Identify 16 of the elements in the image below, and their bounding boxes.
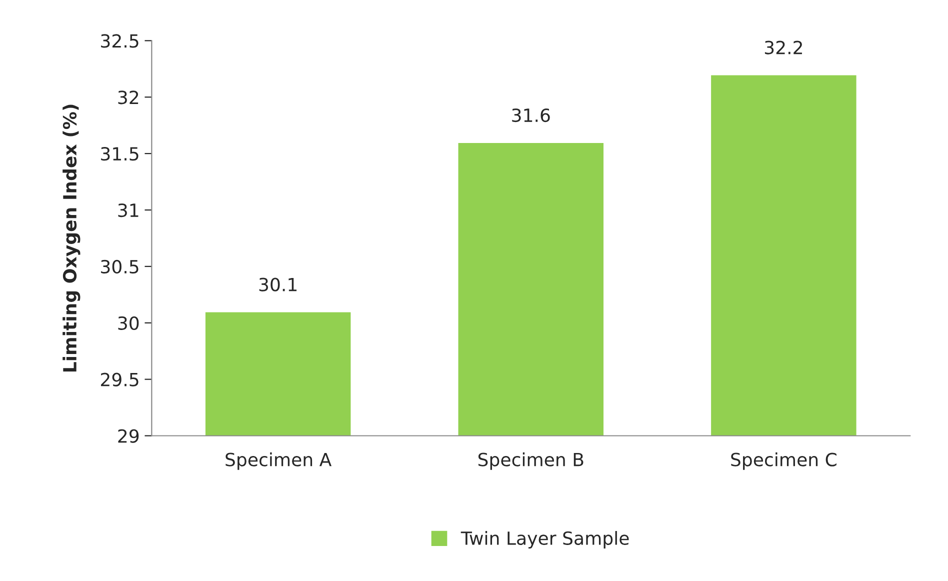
y-tick-label: 32.5 <box>101 34 138 48</box>
y-tick-label: 31.5 <box>101 147 138 161</box>
y-tick-label: 32 <box>118 90 138 104</box>
y-tick-label: 30 <box>118 316 139 330</box>
data-label: 30.1 <box>259 278 297 292</box>
x-tick-label: Specimen A <box>226 452 332 470</box>
y-tick-label: 31 <box>118 203 138 218</box>
x-tick-label: Specimen B <box>478 452 584 470</box>
y-tick-label: 29 <box>118 429 139 443</box>
data-label: 32.2 <box>764 40 802 54</box>
legend-label: Twin Layer Sample <box>460 531 629 548</box>
y-tick-label: 30.5 <box>101 260 138 274</box>
y-tick-label: 29.5 <box>100 372 138 386</box>
x-tick-label: Specimen C <box>731 452 836 470</box>
y-axis-title: Limiting Oxygen Index (%) <box>62 104 80 372</box>
data-label: 31.6 <box>512 108 550 122</box>
